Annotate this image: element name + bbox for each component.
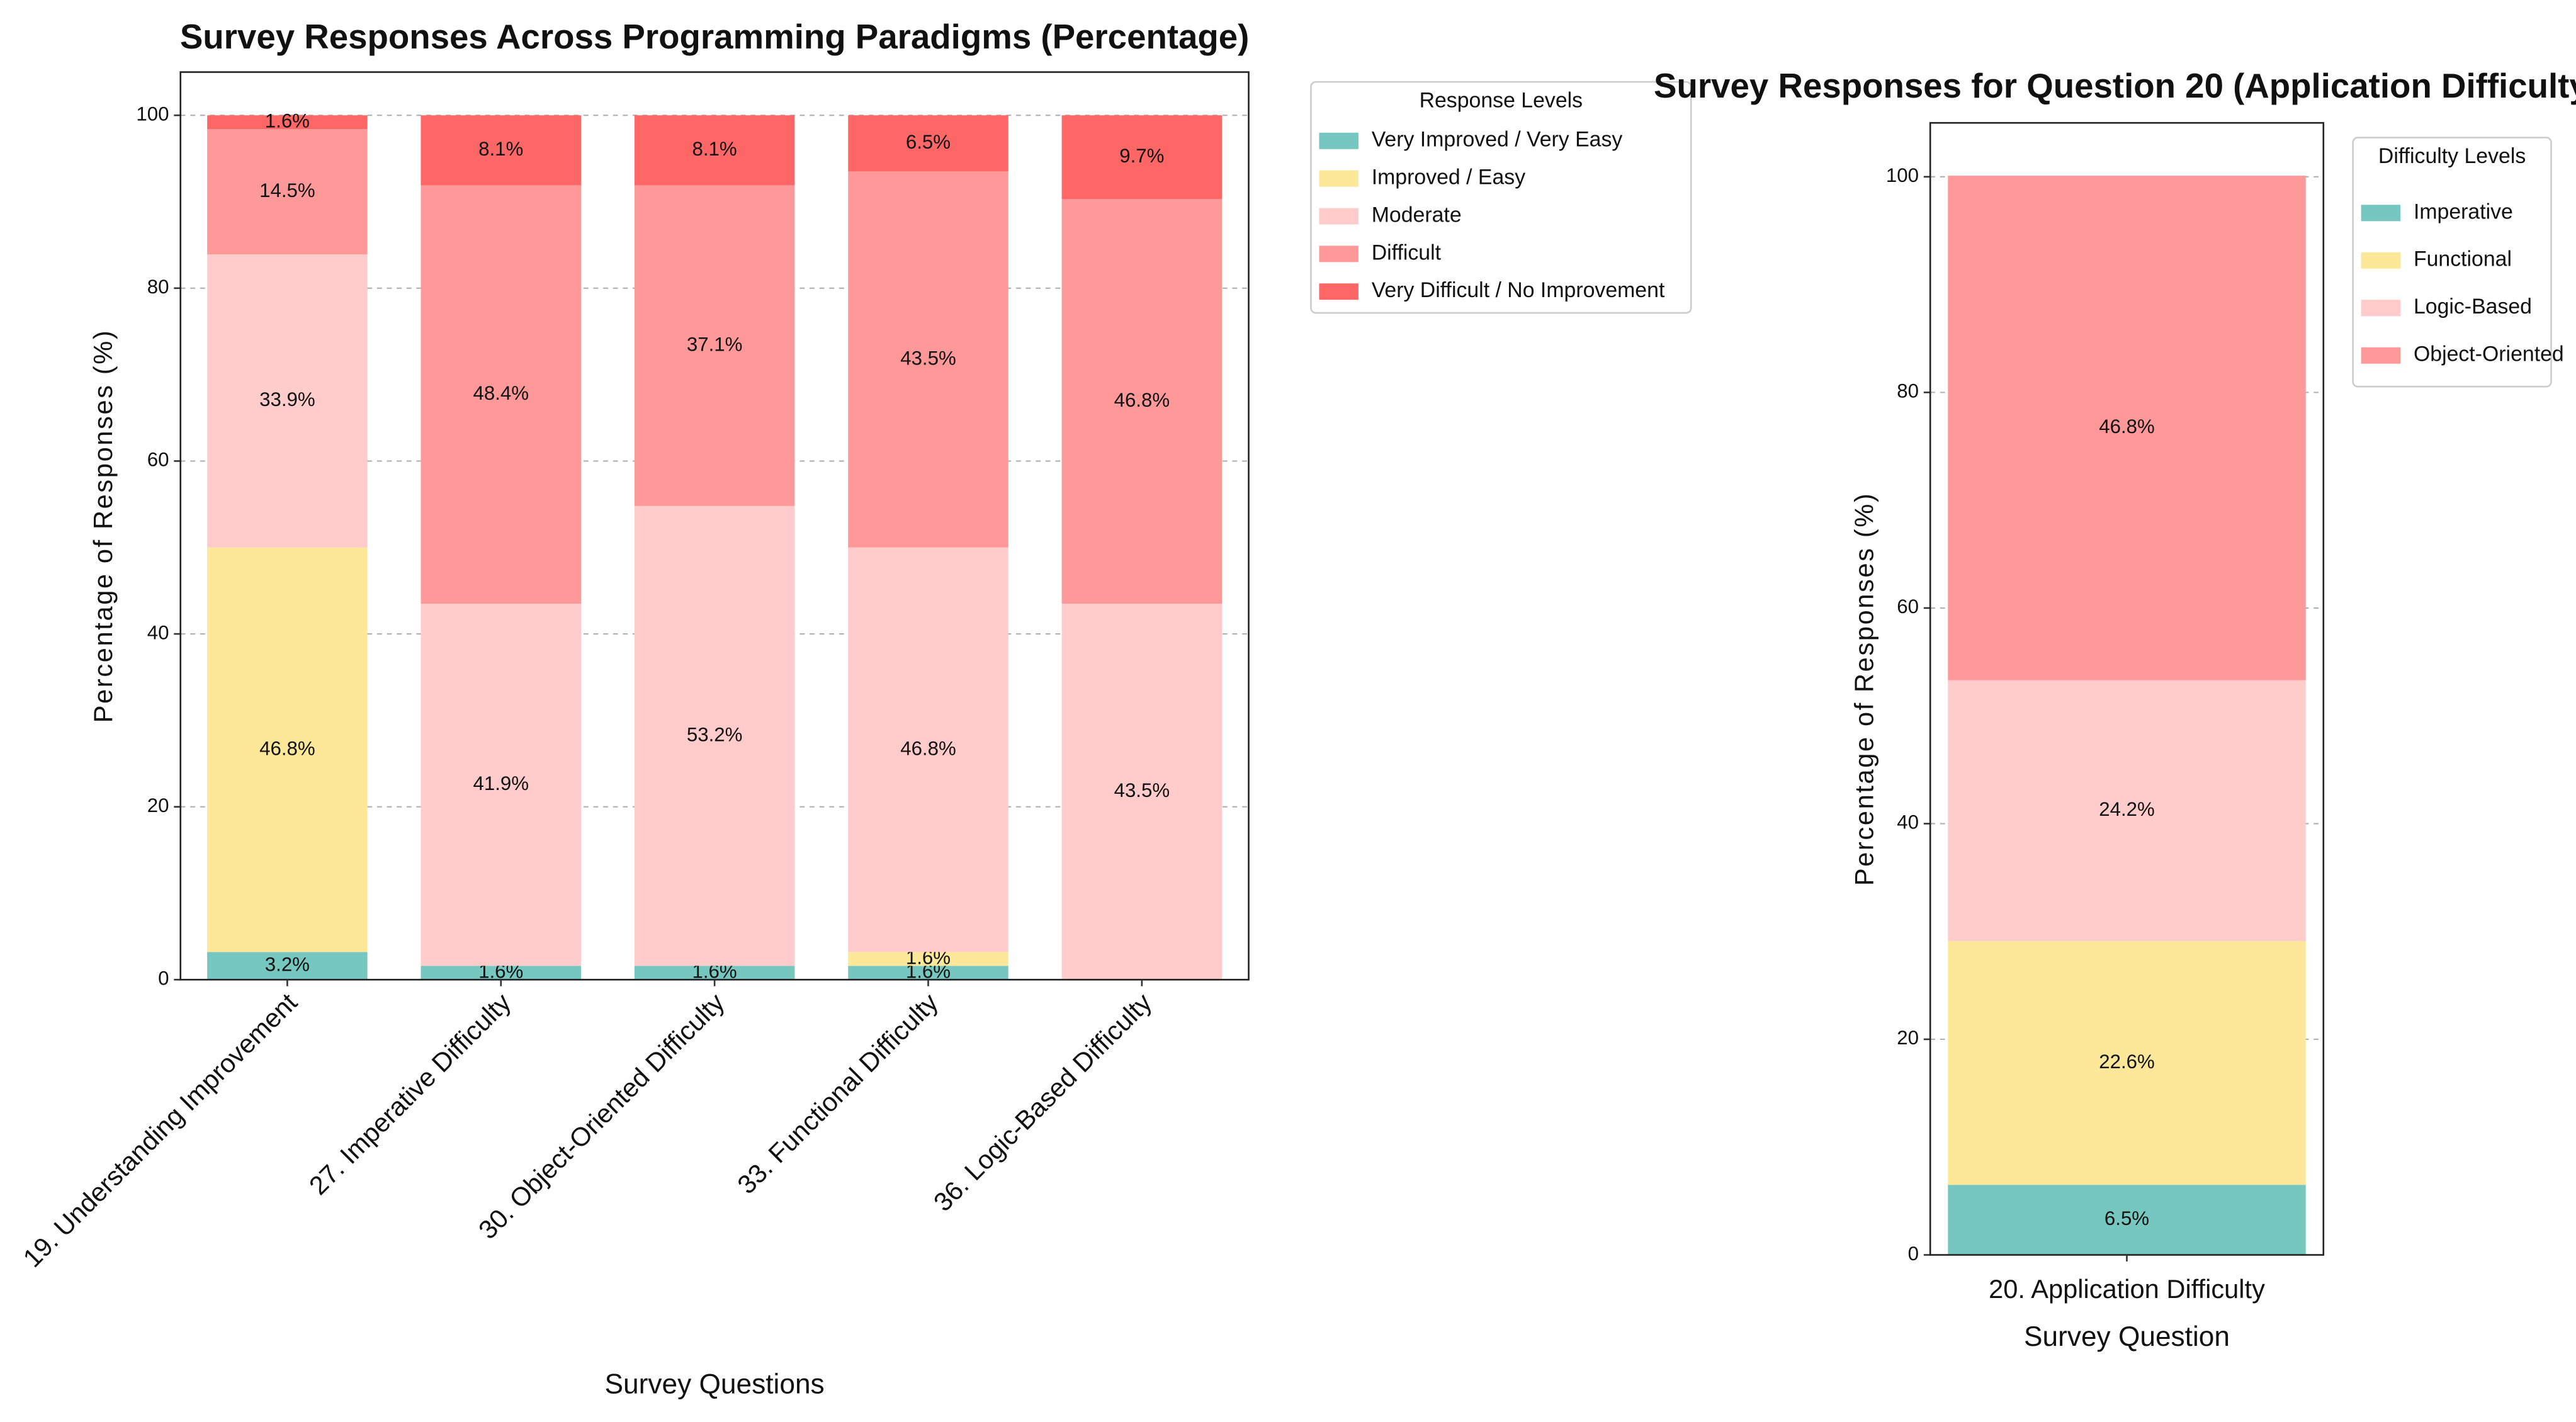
legend-label: Logic-Based	[2414, 295, 2532, 319]
bar-segment	[207, 254, 368, 548]
x-tick-label: 27. Imperative Difficulty	[303, 987, 517, 1200]
bar-segment	[848, 547, 1008, 952]
x-tick-label: 20. Application Difficulty	[1989, 1274, 2265, 1304]
legend-swatch	[2361, 252, 2401, 269]
data-label: 46.8%	[259, 737, 315, 759]
y-tick-label: 100	[136, 103, 169, 125]
legend-title: Response Levels	[1420, 88, 1583, 112]
x-tick-label: 36. Logic-Based Difficulty	[928, 987, 1158, 1217]
y-tick-label: 20	[147, 794, 169, 816]
y-tick-label: 60	[1897, 595, 1919, 618]
bar-segment	[848, 966, 1008, 980]
data-label: 33.9%	[259, 388, 315, 410]
bar-segment	[421, 603, 582, 966]
bar-segment	[207, 952, 368, 980]
data-label: 6.5%	[2104, 1207, 2149, 1229]
data-label: 1.6%	[265, 110, 310, 132]
bar-segment	[1948, 941, 2306, 1185]
data-label: 46.8%	[2099, 415, 2155, 437]
bar-segment	[421, 115, 582, 186]
data-label: 24.2%	[2099, 798, 2155, 820]
bar-segment	[1061, 603, 1223, 980]
bar-segment	[848, 115, 1008, 172]
data-label: 43.5%	[900, 347, 956, 369]
legend-swatch	[1319, 132, 1359, 149]
x-axis-label: Survey Question	[2024, 1321, 2230, 1352]
y-tick-label: 40	[147, 621, 169, 643]
legend-label: Improved / Easy	[1372, 166, 1525, 189]
bar-segment	[207, 115, 368, 130]
legend-swatch	[2361, 205, 2401, 222]
bar-segment	[634, 115, 795, 186]
bar-segment	[1948, 1185, 2306, 1255]
bar-segment	[634, 966, 795, 980]
data-label: 41.9%	[473, 772, 529, 794]
legend-swatch	[2361, 300, 2401, 317]
legend-label: Moderate	[1372, 203, 1462, 227]
legend-box	[2352, 137, 2552, 388]
y-axis-label: Percentage of Responses (%)	[1850, 492, 1879, 886]
bar-segment	[207, 129, 368, 255]
y-tick-label: 100	[1886, 164, 1919, 186]
legend-title: Difficulty Levels	[2378, 144, 2526, 168]
x-axis-label: Survey Questions	[605, 1368, 825, 1399]
y-tick-label: 20	[1897, 1027, 1919, 1049]
bar-segment	[421, 966, 582, 980]
y-tick-label: 60	[147, 449, 169, 471]
legend-label: Functional	[2414, 247, 2512, 271]
legend-label: Difficult	[1372, 240, 1442, 264]
y-tick-label: 0	[158, 968, 169, 990]
bar-segment	[1948, 176, 2306, 680]
y-tick-label: 0	[1908, 1243, 1919, 1265]
x-tick-label: 19. Understanding Improvement	[17, 987, 303, 1273]
legend-swatch	[2361, 347, 2401, 364]
bar-segment	[634, 185, 795, 506]
legend-label: Very Difficult / No Improvement	[1372, 278, 1665, 302]
data-label: 46.8%	[1114, 389, 1170, 411]
data-label: 9.7%	[1119, 145, 1164, 167]
data-label: 8.1%	[478, 138, 523, 160]
bar-segment	[421, 185, 582, 604]
data-label: 22.6%	[2099, 1051, 2155, 1073]
bar-segment	[1061, 115, 1223, 200]
y-tick-label: 40	[1897, 811, 1919, 833]
legend-swatch	[1319, 283, 1359, 300]
legend-label: Imperative	[2414, 200, 2513, 223]
y-tick-label: 80	[147, 276, 169, 298]
chart-title: Survey Responses Across Programming Para…	[180, 18, 1250, 56]
bar-segment	[848, 171, 1008, 548]
data-label: 53.2%	[687, 723, 743, 745]
legend-label: Very Improved / Very Easy	[1372, 128, 1623, 152]
data-label: 48.4%	[473, 382, 529, 404]
data-label: 43.5%	[1114, 779, 1170, 801]
y-tick-label: 80	[1897, 380, 1919, 402]
legend-swatch	[1319, 208, 1359, 225]
data-label: 6.5%	[906, 131, 951, 153]
legend-swatch	[1319, 170, 1359, 187]
data-label: 3.2%	[265, 954, 310, 976]
bar-segment	[848, 952, 1008, 966]
legend-box	[1310, 81, 1692, 314]
bar-segment	[207, 547, 368, 952]
legend-swatch	[1319, 245, 1359, 262]
data-label: 14.5%	[259, 179, 315, 201]
bar-segment	[1948, 680, 2306, 942]
data-label: 8.1%	[692, 138, 737, 160]
legend-label: Object-Oriented	[2414, 342, 2564, 366]
x-tick-label: 30. Object-Oriented Difficulty	[473, 987, 730, 1244]
bar-segment	[1061, 199, 1223, 604]
y-axis-label: Percentage of Responses (%)	[88, 329, 118, 723]
x-tick-label: 33. Functional Difficulty	[732, 987, 944, 1199]
data-label: 37.1%	[687, 333, 743, 355]
data-label: 46.8%	[900, 737, 956, 759]
bar-segment	[634, 505, 795, 966]
chart-title: Survey Responses for Question 20 (Applic…	[1654, 67, 2576, 105]
